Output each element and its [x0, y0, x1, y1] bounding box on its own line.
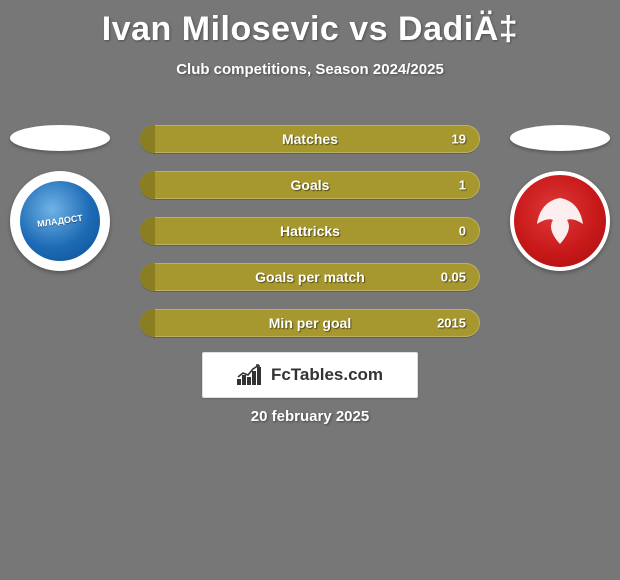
right-club-crest: [510, 171, 610, 271]
eagle-icon: [529, 190, 591, 252]
stat-label: Matches: [282, 131, 338, 147]
stat-row-goals: Goals 1: [140, 171, 480, 199]
stat-row-min-per-goal: Min per goal 2015: [140, 309, 480, 337]
bar-chart-icon: [237, 363, 265, 387]
stat-value: 0: [459, 224, 466, 239]
stat-label: Goals per match: [255, 269, 365, 285]
stat-row-goals-per-match: Goals per match 0.05: [140, 263, 480, 291]
date-label: 20 february 2025: [0, 408, 620, 425]
subtitle: Club competitions, Season 2024/2025: [0, 61, 620, 78]
brand-label: FcTables.com: [271, 365, 383, 385]
left-crest-text: МЛАДОСТ: [37, 213, 84, 229]
brand-box[interactable]: FcTables.com: [202, 352, 418, 398]
right-player-column: [500, 125, 620, 271]
page-title: Ivan Milosevic vs DadiÄ‡: [0, 0, 620, 49]
right-player-nameplate: [510, 125, 610, 151]
stat-value: 0.05: [441, 270, 466, 285]
stat-label: Goals: [291, 177, 330, 193]
stat-label: Min per goal: [269, 315, 351, 331]
left-player-column: МЛАДОСТ: [0, 125, 120, 271]
stat-label: Hattricks: [280, 223, 340, 239]
stat-row-matches: Matches 19: [140, 125, 480, 153]
left-club-crest: МЛАДОСТ: [10, 171, 110, 271]
stat-row-hattricks: Hattricks 0: [140, 217, 480, 245]
stat-value: 2015: [437, 316, 466, 331]
stat-value: 19: [452, 132, 466, 147]
stat-value: 1: [459, 178, 466, 193]
left-player-nameplate: [10, 125, 110, 151]
stats-list: Matches 19 Goals 1 Hattricks 0 Goals per…: [140, 125, 480, 355]
